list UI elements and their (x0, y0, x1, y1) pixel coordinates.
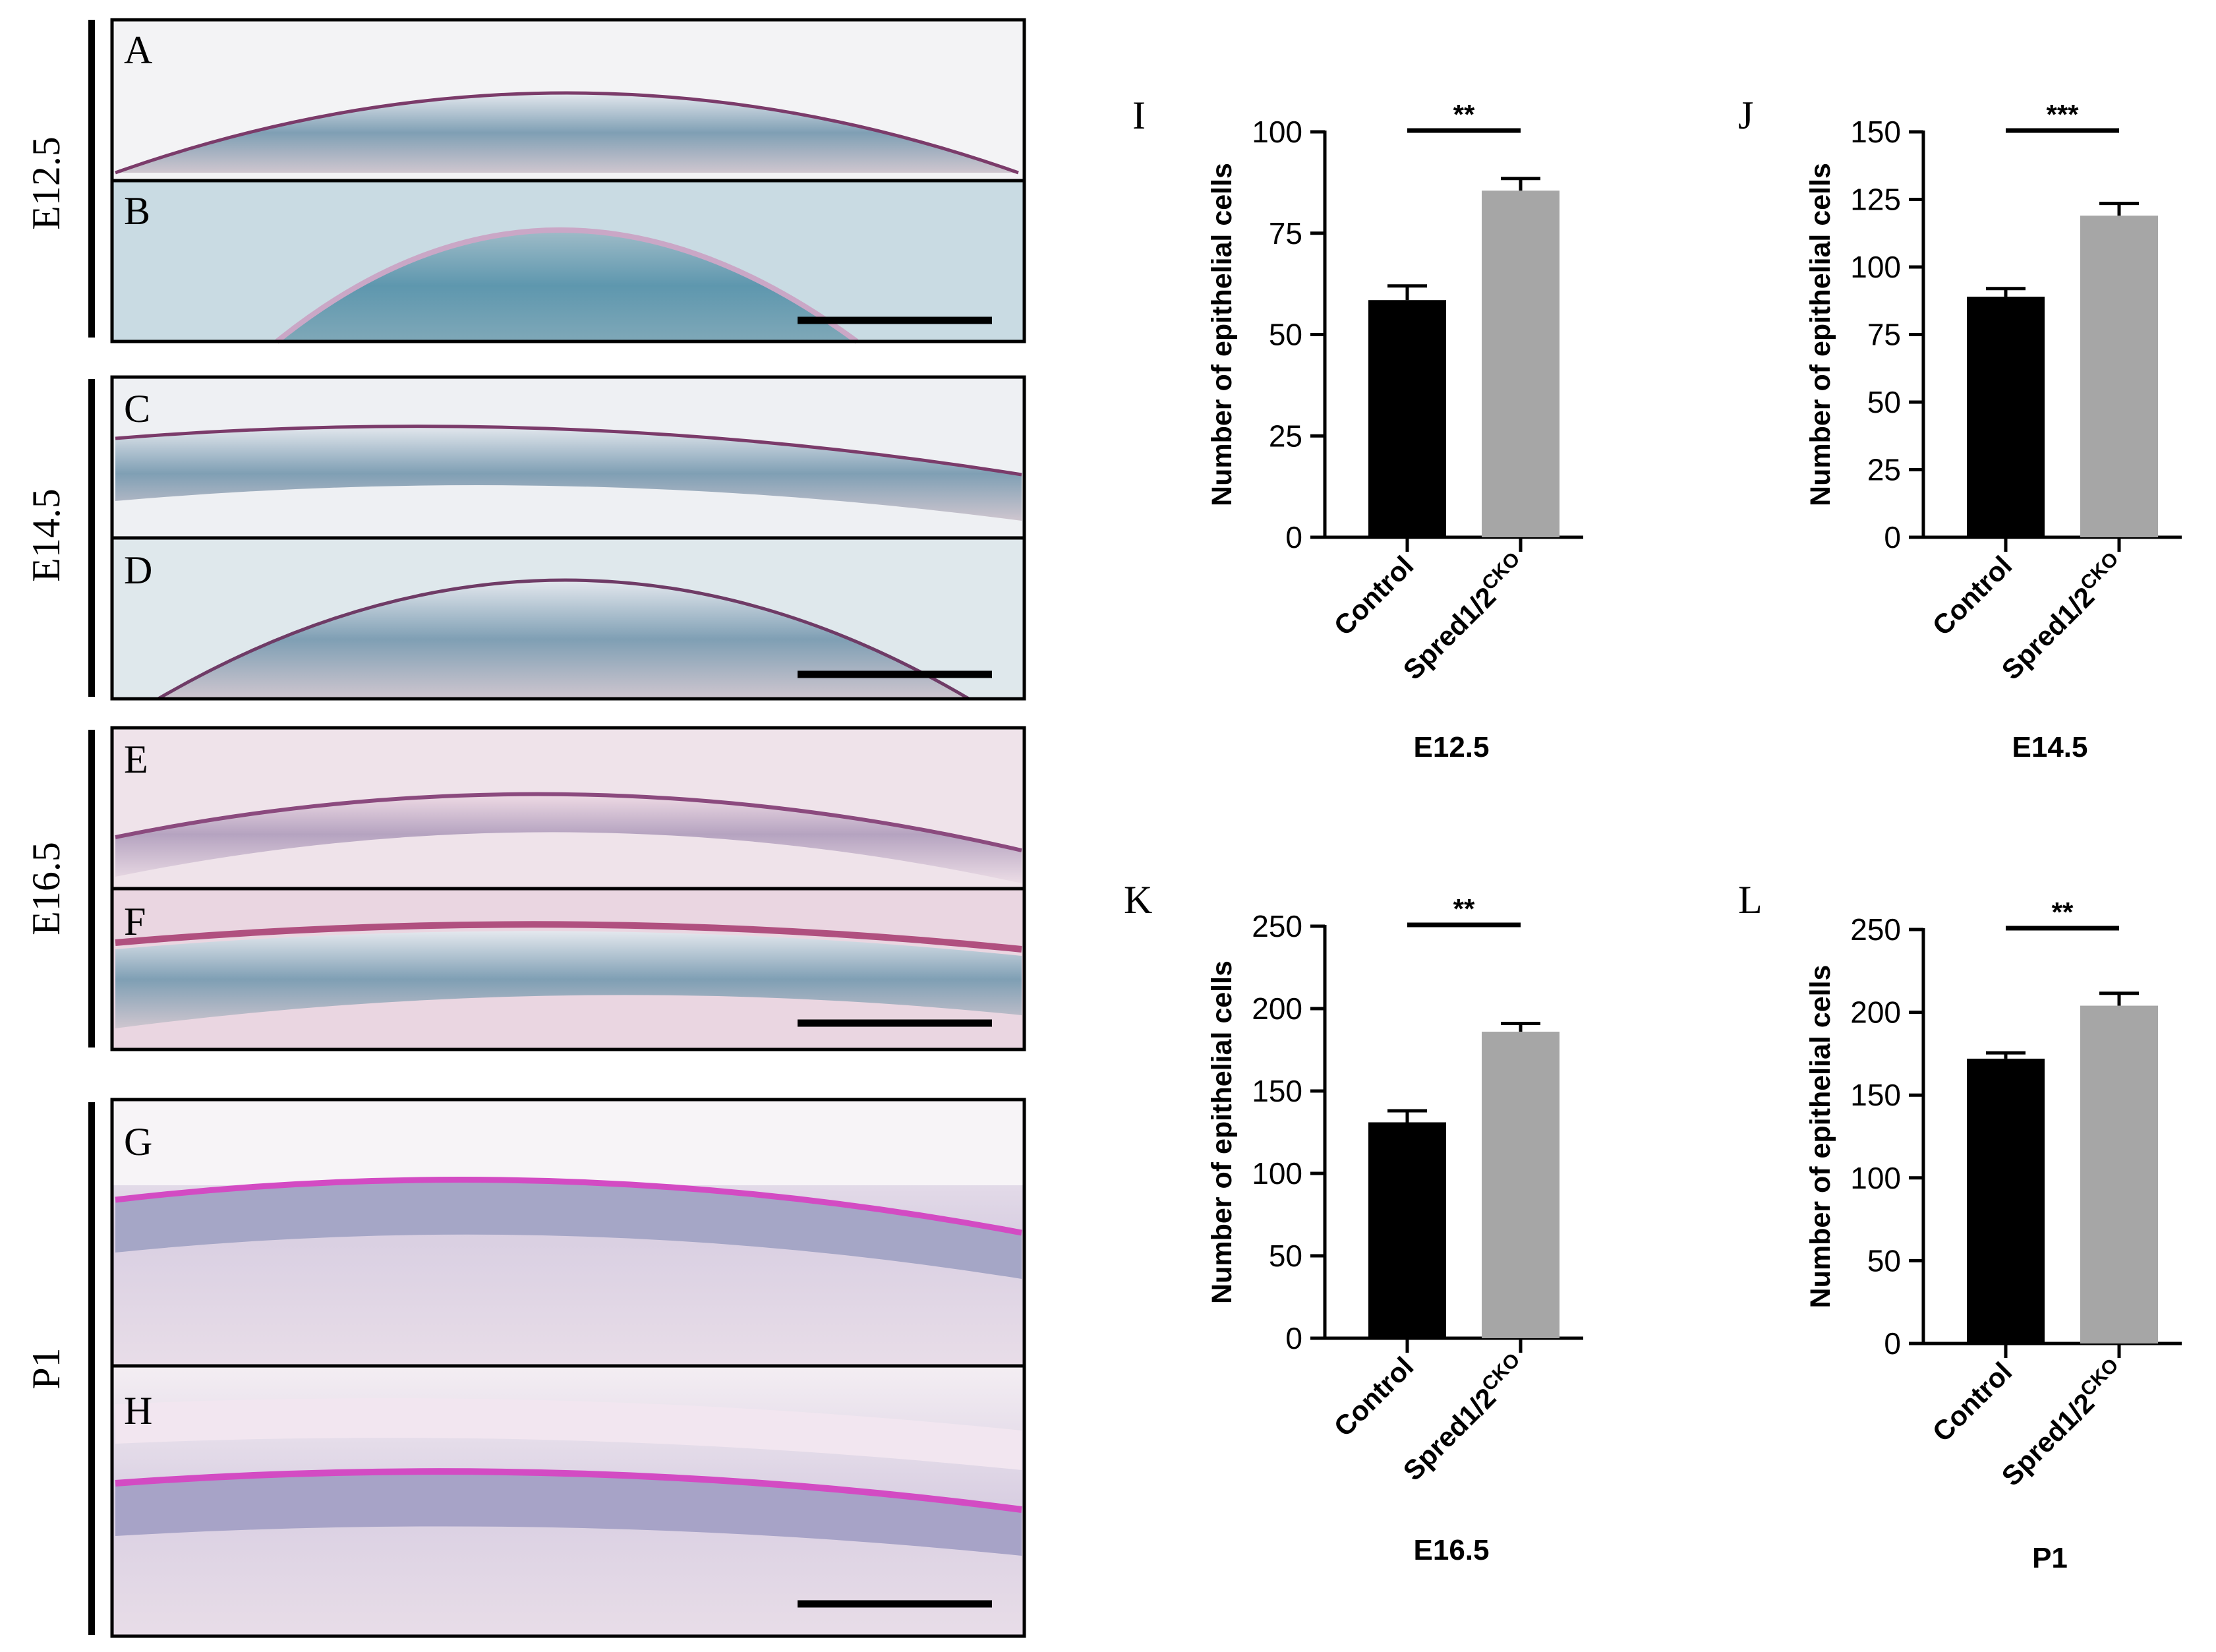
group-bar-e14-5 (88, 379, 95, 697)
panel-letter-k: K (1124, 878, 1152, 922)
y-tick-label: 25 (1867, 453, 1901, 487)
micrograph-panel-b: B (110, 179, 1026, 344)
group-bar-p1 (88, 1102, 95, 1635)
group-bar-e16-5 (88, 730, 95, 1047)
stage-label-e14-5: E14.5 (24, 488, 68, 582)
micrograph-panel-f: F (110, 887, 1026, 1051)
micrograph-panel-a: A (110, 18, 1026, 183)
y-tick-label: 75 (1269, 216, 1302, 251)
y-tick-label: 200 (1850, 995, 1901, 1030)
micrograph-panel-g: G (110, 1098, 1026, 1368)
bar-control (1967, 297, 2045, 537)
chart-k: K 0 50 100 150 200 250 Number of epithelial cel… (1124, 878, 1583, 1566)
panel-letter-h: H (124, 1389, 152, 1432)
x-tick-label: Control (1328, 1351, 1420, 1442)
y-tick-label: 150 (1850, 115, 1901, 149)
chart-l: L 0 50 100 150 200 250 Number of epithelial cel… (1738, 878, 2182, 1574)
panel-letter-g: G (124, 1120, 152, 1164)
y-tick-label: 200 (1252, 991, 1302, 1026)
y-axis-label: Number of epithelial cells (1206, 163, 1238, 506)
x-tick-label: Control (1927, 550, 2018, 641)
bar-spred (2080, 1005, 2158, 1343)
y-tick-label: 0 (1884, 1326, 1901, 1361)
x-tick-label: Control (1927, 1356, 2018, 1448)
y-tick-label: 50 (1867, 1243, 1901, 1278)
y-tick-label: 100 (1850, 250, 1901, 284)
y-tick-label: 0 (1285, 1321, 1302, 1355)
chart-j: J 0 25 50 75 100 125 150 Number of epithelial ce… (1738, 94, 2182, 763)
micrograph-column: E12.5 A B E14.5 C (24, 18, 1026, 1638)
y-tick-label: 150 (1252, 1074, 1302, 1108)
significance-stars: ** (1453, 893, 1475, 924)
y-tick-label: 0 (1285, 520, 1302, 554)
bar-spred (1482, 1032, 1560, 1338)
panel-letter-b: B (124, 189, 150, 233)
panel-letter-e: E (124, 738, 148, 781)
y-tick-label: 50 (1269, 1239, 1302, 1273)
chart-i: I 0 25 50 75 100 Number of epithelial cells Con… (1132, 94, 1583, 763)
chart-title: E14.5 (2012, 731, 2088, 763)
y-tick-label: 250 (1850, 912, 1901, 947)
stage-label-p1: P1 (24, 1347, 68, 1389)
significance-stars: *** (2046, 99, 2079, 130)
panel-letter-d: D (124, 548, 152, 592)
stage-label-e16-5: E16.5 (24, 842, 68, 935)
stage-label-e12-5: E12.5 (24, 136, 68, 230)
y-tick-label: 50 (1269, 318, 1302, 352)
y-tick-label: 0 (1884, 520, 1901, 554)
micrograph-panel-e: E (110, 726, 1026, 891)
micrograph-panel-d: D (110, 536, 1026, 701)
y-tick-label: 250 (1252, 909, 1302, 943)
chart-title: E16.5 (1414, 1534, 1490, 1566)
micrograph-panel-h: H (110, 1364, 1026, 1638)
x-tick-label: Control (1328, 550, 1420, 641)
y-tick-label: 100 (1252, 115, 1302, 149)
bar-control (1368, 1122, 1446, 1338)
significance-stars: ** (2052, 897, 2074, 928)
panel-letter-l: L (1738, 878, 1763, 922)
y-tick-label: 50 (1867, 385, 1901, 419)
panel-letter-a: A (124, 28, 152, 72)
chart-title: P1 (2032, 1542, 2068, 1574)
panel-letter-i: I (1132, 94, 1146, 137)
y-axis-label: Number of epithelial cells (1206, 960, 1238, 1304)
y-tick-label: 150 (1850, 1078, 1901, 1112)
bar-control (1368, 300, 1446, 537)
group-bar-e12-5 (88, 20, 95, 338)
y-tick-label: 100 (1850, 1161, 1901, 1195)
y-tick-label: 25 (1269, 419, 1302, 453)
y-axis-label: Number of epithelial cells (1805, 965, 1836, 1309)
bar-control (1967, 1058, 2045, 1343)
y-axis-label: Number of epithelial cells (1805, 163, 1836, 506)
chart-title: E12.5 (1414, 731, 1490, 763)
panel-letter-j: J (1738, 94, 1753, 137)
y-tick-label: 100 (1252, 1156, 1302, 1191)
significance-stars: ** (1453, 99, 1475, 130)
chart-area: I 0 25 50 75 100 Number of epithelial cells Con… (1124, 94, 2182, 1574)
panel-letter-c: C (124, 387, 150, 430)
micrograph-panel-c: C (110, 375, 1026, 540)
bar-spred (2080, 216, 2158, 537)
y-tick-label: 75 (1867, 318, 1901, 352)
y-tick-label: 125 (1850, 183, 1901, 217)
panel-letter-f: F (124, 900, 146, 943)
bar-spred (1482, 191, 1560, 537)
